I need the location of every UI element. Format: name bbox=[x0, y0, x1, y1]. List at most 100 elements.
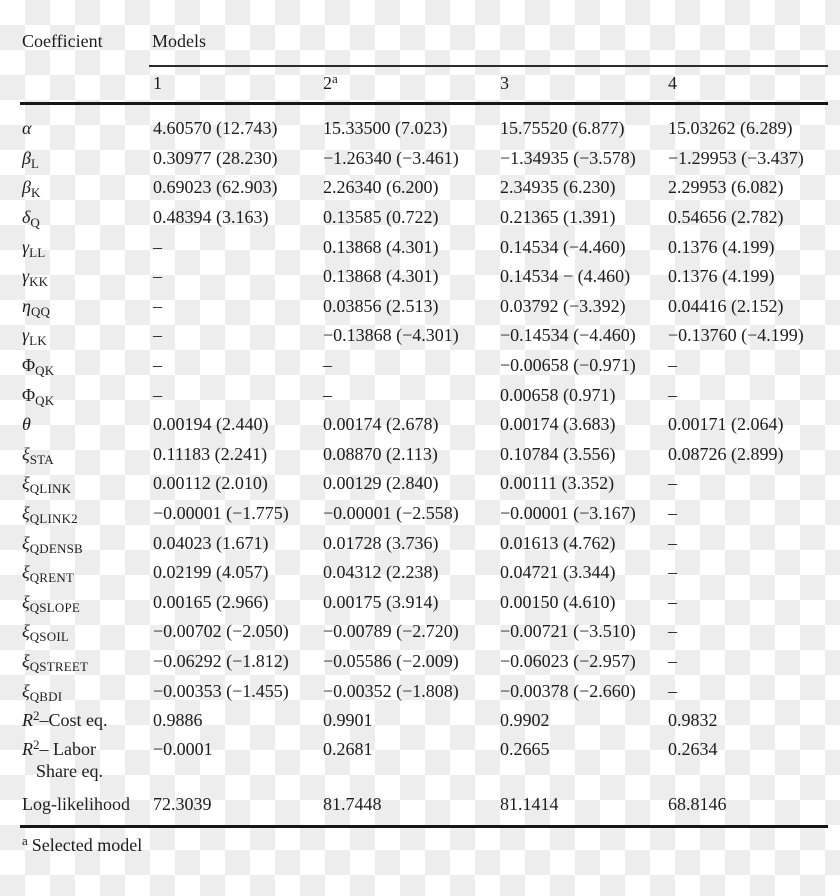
table-bottom-rule bbox=[20, 825, 828, 828]
value-cell: −0.00658 (−0.971) bbox=[500, 355, 636, 376]
model-column-header: 4 bbox=[668, 73, 677, 93]
value-cell: 0.04023 (1.671) bbox=[153, 532, 269, 553]
value-cell: −0.06023 (−2.957) bbox=[500, 650, 636, 671]
value-cell: – bbox=[668, 384, 677, 405]
model-header-superscript: a bbox=[332, 71, 338, 86]
table-row: βL 0.30977 (28.230) −1.26340 (−3.461) −1.34… bbox=[0, 144, 840, 174]
value-cell: 0.14534 − (4.460) bbox=[500, 266, 631, 287]
value-cell: 15.33500 (7.023) bbox=[323, 118, 448, 139]
value-cell: −0.00721 (−3.510) bbox=[500, 621, 636, 642]
footnote-marker: a bbox=[22, 833, 28, 848]
value-cell: −1.34935 (−3.578) bbox=[500, 147, 636, 168]
value-cell: 0.00658 (0.971) bbox=[500, 384, 616, 405]
value-cell: 0.00171 (2.064) bbox=[668, 414, 784, 435]
coefficient-label: ξQDENSB bbox=[22, 532, 83, 556]
value-cell: – bbox=[668, 355, 677, 376]
value-cell: 0.03856 (2.513) bbox=[323, 295, 439, 316]
table-row: R2–Cost eq. 0.9886 0.9901 0.9902 0.9832 bbox=[0, 706, 840, 736]
table-row: γLL – 0.13868 (4.301) 0.14534 (−4.460) 0.137… bbox=[0, 232, 840, 262]
value-cell: 0.00111 (3.352) bbox=[500, 473, 615, 494]
coefficient-label: Log-likelihood bbox=[22, 793, 130, 814]
coefficient-label: βK bbox=[22, 177, 41, 201]
value-cell: 0.00129 (2.840) bbox=[323, 473, 439, 494]
table-row: α 4.60570 (12.743) 15.33500 (7.023) 15.7552… bbox=[0, 114, 840, 144]
coefficient-label: ξQRENT bbox=[22, 562, 75, 586]
table-row: ΦQK – – −0.00658 (−0.971) – bbox=[0, 351, 840, 381]
coefficient-label: δQ bbox=[22, 207, 40, 231]
value-cell: 0.54656 (2.782) bbox=[668, 207, 784, 228]
models-header-rule bbox=[149, 65, 828, 67]
value-cell: 68.8146 bbox=[668, 793, 727, 814]
value-cell: −0.00001 (−2.558) bbox=[323, 503, 459, 524]
model-number-row: 1 2a 3 4 bbox=[0, 72, 840, 94]
coefficient-label: ΦQK bbox=[22, 384, 55, 408]
value-cell: −0.00001 (−3.167) bbox=[500, 503, 636, 524]
value-cell: – bbox=[323, 384, 332, 405]
value-cell: 0.01728 (3.736) bbox=[323, 532, 439, 553]
value-cell: 0.00165 (2.966) bbox=[153, 591, 269, 612]
value-cell: 2.26340 (6.200) bbox=[323, 177, 439, 198]
value-cell: – bbox=[668, 680, 677, 701]
value-cell: 0.30977 (28.230) bbox=[153, 147, 278, 168]
value-cell: 0.04721 (3.344) bbox=[500, 562, 616, 583]
table-row: ξQSLOPE 0.00165 (2.966) 0.00175 (3.914) 0.0… bbox=[0, 588, 840, 618]
value-cell: −0.0001 bbox=[153, 739, 213, 760]
value-cell: 0.04416 (2.152) bbox=[668, 295, 784, 316]
value-cell: 81.1414 bbox=[500, 793, 559, 814]
model-column-header: 3 bbox=[500, 73, 509, 93]
coefficient-label: γLK bbox=[22, 325, 47, 349]
value-cell: 0.08726 (2.899) bbox=[668, 443, 784, 464]
value-cell: 0.00175 (3.914) bbox=[323, 591, 439, 612]
models-column-group-header: Models bbox=[152, 31, 206, 51]
coefficient-column-header: Coefficient bbox=[22, 31, 103, 51]
value-cell: 0.13868 (4.301) bbox=[323, 236, 439, 257]
table-row: R2– Labor Share eq. −0.0001 0.2681 0.2665 0.2… bbox=[0, 735, 840, 789]
value-cell: – bbox=[153, 325, 162, 346]
value-cell: −0.13868 (−4.301) bbox=[323, 325, 459, 346]
coefficient-label: θ bbox=[22, 414, 31, 435]
value-cell: −0.00353 (−1.455) bbox=[153, 680, 289, 701]
value-cell: −1.26340 (−3.461) bbox=[323, 147, 459, 168]
value-cell: 0.00194 (2.440) bbox=[153, 414, 269, 435]
table-row: ξSTA 0.11183 (2.241) 0.08870 (2.113) 0.1078… bbox=[0, 440, 840, 470]
value-cell: 0.21365 (1.391) bbox=[500, 207, 616, 228]
value-cell: −0.00378 (−2.660) bbox=[500, 680, 636, 701]
model-column-header: 1 bbox=[153, 73, 162, 93]
value-cell: 0.02199 (4.057) bbox=[153, 562, 269, 583]
coefficient-label: ξQBDI bbox=[22, 680, 63, 704]
value-cell: −0.00352 (−1.808) bbox=[323, 680, 459, 701]
value-cell: 0.00174 (3.683) bbox=[500, 414, 616, 435]
table-top-rule bbox=[20, 102, 828, 105]
value-cell: 0.11183 (2.241) bbox=[153, 443, 268, 464]
table-body: α 4.60570 (12.743) 15.33500 (7.023) 15.7552… bbox=[0, 114, 840, 819]
value-cell: 0.1376 (4.199) bbox=[668, 236, 775, 257]
value-cell: 0.00150 (4.610) bbox=[500, 591, 616, 612]
value-cell: −0.00702 (−2.050) bbox=[153, 621, 289, 642]
value-cell: 0.08870 (2.113) bbox=[323, 443, 438, 464]
coefficient-label: γLL bbox=[22, 236, 46, 260]
table-row: Log-likelihood 72.3039 81.7448 81.1414 68.81… bbox=[0, 789, 840, 819]
coefficient-label: R2–Cost eq. bbox=[22, 708, 108, 731]
table-row: δQ 0.48394 (3.163) 0.13585 (0.722) 0.21365 … bbox=[0, 203, 840, 233]
value-cell: 0.01613 (4.762) bbox=[500, 532, 616, 553]
value-cell: – bbox=[153, 384, 162, 405]
value-cell: −0.14534 (−4.460) bbox=[500, 325, 636, 346]
value-cell: 4.60570 (12.743) bbox=[153, 118, 278, 139]
value-cell: −0.00789 (−2.720) bbox=[323, 621, 459, 642]
value-cell: – bbox=[668, 650, 677, 671]
value-cell: 0.9902 bbox=[500, 710, 550, 731]
value-cell: 0.03792 (−3.392) bbox=[500, 295, 626, 316]
table-row: γKK – 0.13868 (4.301) 0.14534 − (4.460) 0.13… bbox=[0, 262, 840, 292]
value-cell: – bbox=[153, 355, 162, 376]
value-cell: 0.69023 (62.903) bbox=[153, 177, 278, 198]
value-cell: 72.3039 bbox=[153, 793, 212, 814]
value-cell: 0.9901 bbox=[323, 710, 373, 731]
coefficient-label: ξQSTREET bbox=[22, 650, 89, 674]
value-cell: 0.1376 (4.199) bbox=[668, 266, 775, 287]
coefficient-label: βL bbox=[22, 147, 40, 171]
value-cell: 0.10784 (3.556) bbox=[500, 443, 616, 464]
coefficient-label: ηQQ bbox=[22, 295, 51, 319]
value-cell: 2.34935 (6.230) bbox=[500, 177, 616, 198]
value-cell: 0.13585 (0.722) bbox=[323, 207, 439, 228]
value-cell: −0.13760 (−4.199) bbox=[668, 325, 804, 346]
